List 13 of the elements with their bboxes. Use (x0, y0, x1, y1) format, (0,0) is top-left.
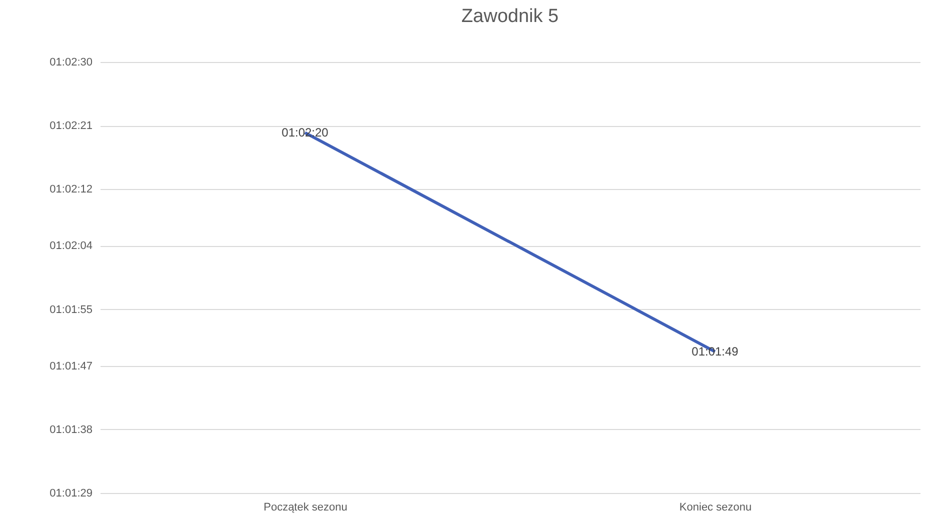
x-tick-label: Koniec sezonu (679, 502, 752, 514)
y-tick-label: 01:01:29 (50, 488, 92, 500)
y-tick-label: 01:02:04 (50, 240, 92, 252)
y-tick-label: 01:02:12 (50, 184, 92, 196)
chart-title: Zawodnik 5 (461, 6, 559, 27)
x-tick-label: Początek sezonu (264, 502, 348, 514)
y-tick-label: 01:02:21 (50, 120, 92, 132)
y-tick-label: 01:02:30 (50, 56, 92, 68)
data-label: 01:01:49 (692, 344, 739, 359)
data-label: 01:02:20 (282, 126, 329, 140)
y-tick-label: 01:01:47 (50, 360, 92, 372)
y-tick-label: 01:01:38 (50, 424, 92, 436)
y-tick-label: 01:01:55 (50, 304, 92, 316)
